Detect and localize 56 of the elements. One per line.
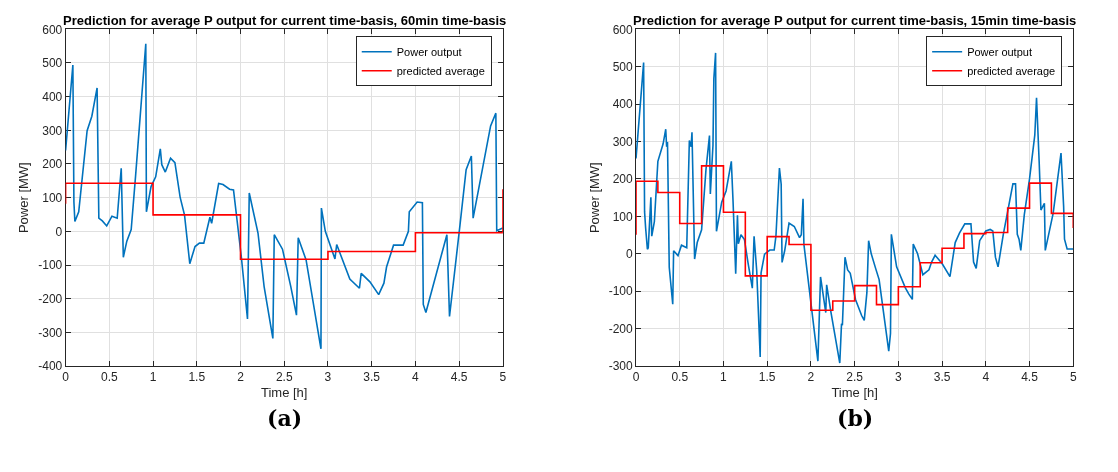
y-tick-label: 400: [612, 97, 634, 112]
line-series: [65, 182, 503, 261]
y-tick-label: -200: [608, 321, 634, 336]
x-tick-label: 3.5: [363, 370, 381, 385]
y-axis-title: Power [MW]: [586, 162, 602, 234]
y-tick-label: 400: [42, 89, 63, 104]
x-tick-label: 5: [499, 370, 507, 385]
line-series: [65, 43, 503, 350]
text: (a): [267, 405, 303, 431]
y-tick-label: -100: [38, 258, 63, 273]
x-tick-label: 1.5: [188, 370, 206, 385]
line-series: [636, 165, 1074, 312]
x-tick-label: 1: [149, 370, 157, 385]
x-tick-label: 3: [324, 370, 332, 385]
x-tick-label: 2.5: [275, 370, 293, 385]
y-tick-label: -300: [38, 325, 63, 340]
x-tick-label: 0.5: [671, 370, 689, 385]
y-axis-title: Power [MW]: [16, 162, 32, 234]
y-tick-label: 0: [626, 246, 634, 261]
y-tick-label: 200: [612, 172, 634, 187]
x-tick-label: 3: [895, 370, 903, 385]
y-tick-label: 300: [612, 134, 634, 149]
y-tick-label: 0: [55, 224, 63, 239]
y-tick-label: 100: [612, 209, 634, 224]
x-tick-label: 1: [720, 370, 728, 385]
y-tick-label: 600: [612, 22, 634, 37]
y-tick-label: 300: [42, 123, 63, 138]
x-tick-label: 4.5: [450, 370, 468, 385]
x-tick-label: 2: [807, 370, 815, 385]
x-axis-title: Time [h]: [260, 384, 308, 400]
y-tick-label: 500: [612, 59, 634, 74]
x-tick-label: 3.5: [933, 370, 951, 385]
x-tick-label: 0.5: [100, 370, 118, 385]
y-tick-label: -200: [38, 291, 63, 306]
x-axis-title: Time [h]: [831, 384, 878, 400]
y-tick-label: 200: [42, 157, 63, 172]
y-tick-label: -100: [608, 284, 634, 299]
legend-label: Power output: [967, 45, 1032, 58]
x-tick-label: 1.5: [758, 370, 776, 385]
legend-label: Power output: [396, 45, 462, 58]
chart-title: Prediction for average P output for current time-basis, 60min time-basis: [63, 13, 507, 28]
y-tick-label: 500: [42, 56, 63, 71]
y-tick-label: -400: [38, 359, 63, 374]
x-tick-label: 2: [237, 370, 245, 385]
x-tick-label: 5: [1069, 370, 1077, 385]
x-tick-label: 4.5: [1021, 370, 1039, 385]
y-tick-label: -300: [608, 359, 634, 374]
text: (b): [837, 405, 874, 431]
chart-title: Prediction for average P output for current time-basis, 15min time-basis: [633, 13, 1077, 28]
x-tick-label: 4: [982, 370, 990, 385]
y-tick-label: 600: [42, 22, 63, 37]
legend-label: predicted average: [967, 64, 1056, 77]
y-tick-label: 100: [42, 190, 63, 205]
x-tick-label: 2.5: [846, 370, 864, 385]
legend-label: predicted average: [396, 64, 485, 77]
x-tick-label: 4: [412, 370, 420, 385]
